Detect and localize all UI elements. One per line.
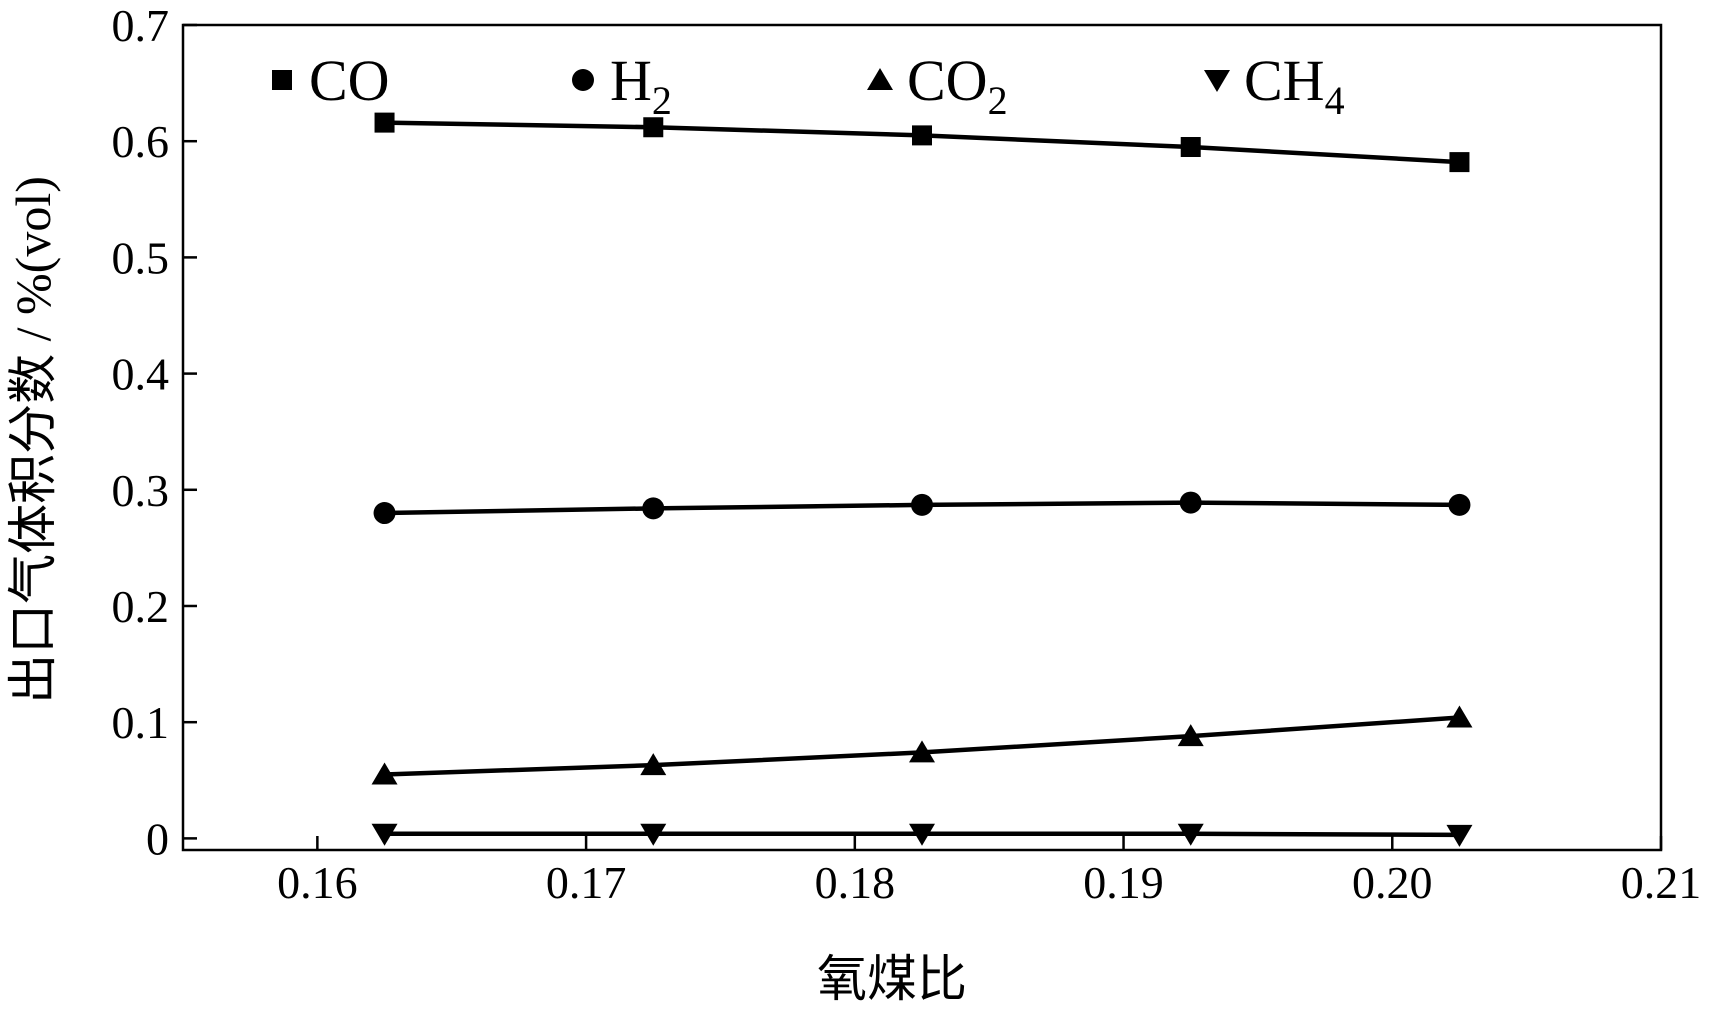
legend-entry-h2: H2 [572, 48, 672, 123]
legend-marker-co2 [867, 68, 893, 90]
legend-marker-h2 [572, 69, 594, 91]
data-point-ch4 [1177, 823, 1204, 846]
y-tick-label: 0.3 [112, 465, 170, 516]
legend-label-co: CO [309, 48, 390, 113]
x-tick-label: 0.17 [546, 857, 627, 908]
data-point-co2 [640, 753, 667, 776]
x-tick-label: 0.18 [815, 857, 896, 908]
data-point-ch4 [371, 823, 398, 846]
data-point-ch4 [1446, 824, 1473, 847]
data-point-h2 [1179, 491, 1202, 514]
legend-label-h2: H2 [610, 48, 672, 123]
y-tick-label: 0.7 [112, 0, 170, 51]
y-tick-label: 0 [146, 813, 169, 864]
x-tick-label: 0.21 [1621, 857, 1702, 908]
legend-marker-ch4 [1204, 70, 1230, 92]
y-tick-label: 0.5 [112, 232, 170, 283]
x-axis-title: 氧煤比 [817, 951, 967, 1007]
data-point-co [643, 117, 664, 138]
legend-label-co2: CO2 [907, 48, 1008, 123]
y-tick-label: 0.6 [112, 116, 170, 167]
data-point-co2 [371, 762, 398, 785]
data-point-h2 [373, 502, 396, 525]
data-point-ch4 [640, 823, 667, 846]
data-point-co [374, 112, 395, 133]
legend-entry-ch4: CH4 [1204, 48, 1345, 123]
x-tick-label: 0.16 [277, 857, 358, 908]
y-tick-label: 0.1 [112, 697, 170, 748]
y-tick-label: 0.2 [112, 581, 170, 632]
legend-marker-co [272, 70, 292, 90]
data-point-co [912, 125, 932, 146]
data-point-h2 [642, 497, 665, 520]
legend-entry-co: CO [272, 48, 390, 113]
data-point-h2 [911, 493, 933, 516]
x-tick-label: 0.19 [1083, 857, 1164, 908]
data-point-co [1449, 152, 1470, 173]
data-point-co [1180, 137, 1201, 158]
x-tick-label: 0.20 [1352, 857, 1433, 908]
data-point-co2 [909, 740, 935, 763]
data-point-co2 [1177, 724, 1204, 747]
y-tick-label: 0.4 [112, 349, 170, 400]
data-point-h2 [1448, 493, 1471, 516]
legend-label-ch4: CH4 [1244, 48, 1345, 123]
plot-frame [181, 23, 1663, 852]
legend-entry-co2: CO2 [867, 48, 1008, 123]
y-axis-title: 出口气体积分数 / %(vol) [5, 176, 61, 704]
data-point-ch4 [909, 823, 935, 846]
data-point-co2 [1446, 705, 1473, 728]
